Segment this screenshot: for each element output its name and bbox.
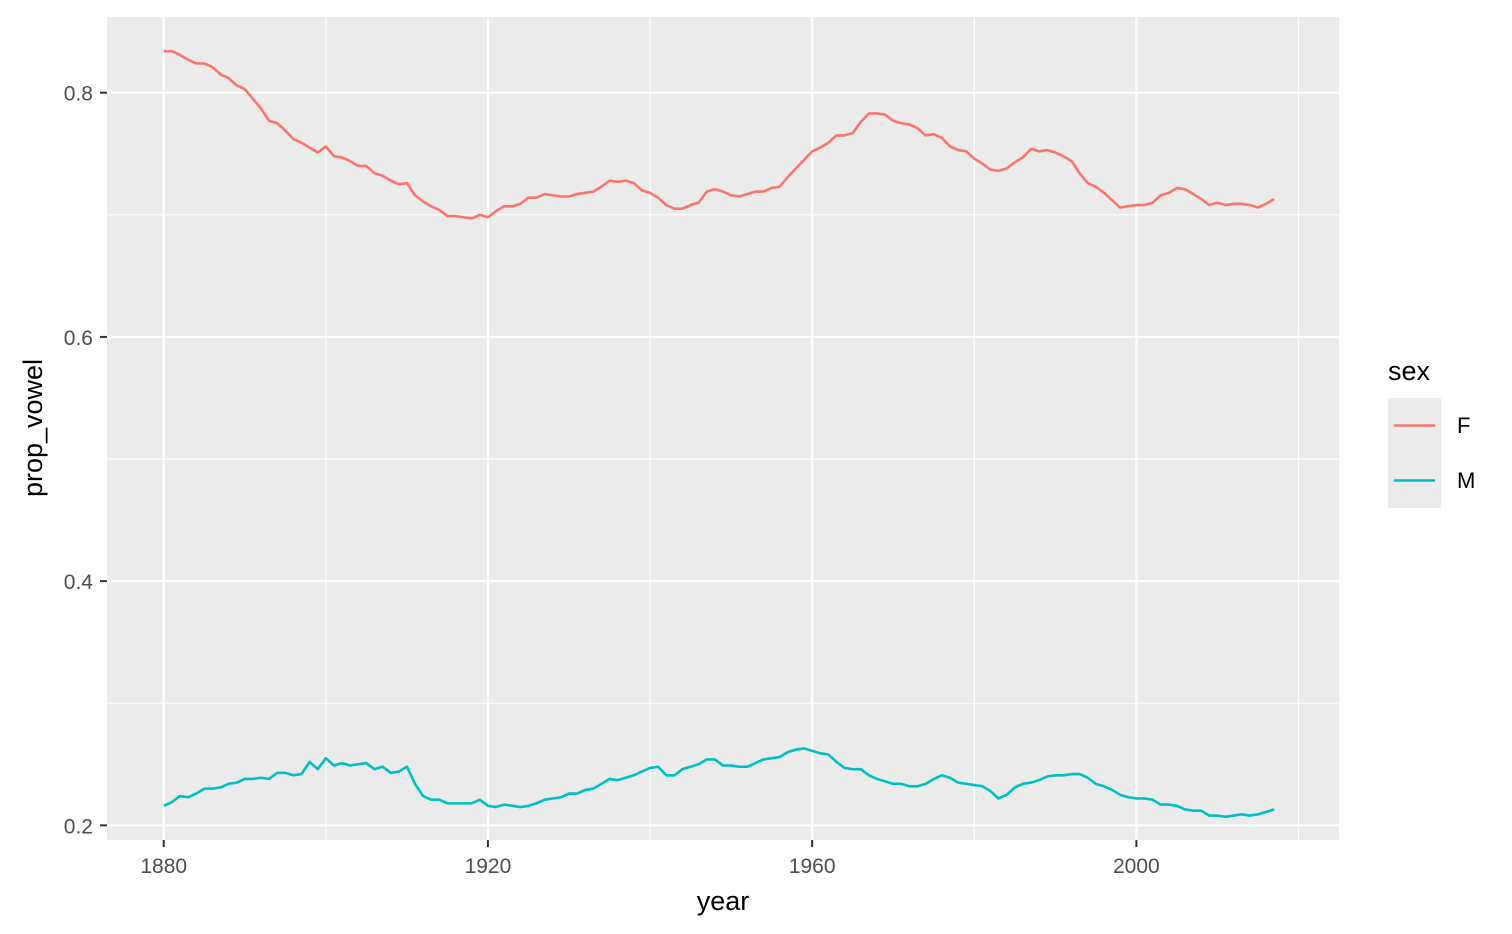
series-line-M [163,747,1275,819]
y-tick-label: 0.8 [64,83,93,106]
x-tick-label: 1880 [140,855,187,878]
legend-label-F: F [1457,413,1470,438]
y-tick-label: 0.2 [64,815,93,838]
minor-gridlines [107,17,1339,840]
series-line-F [163,49,1275,220]
y-tick-label: 0.4 [64,571,94,594]
legend-title: sex [1388,356,1431,386]
legend-label-M: M [1457,468,1475,493]
y-axis: 0.2 0.4 0.6 0.8 [64,83,107,838]
plot-panel [107,17,1339,840]
y-axis-title: prop_vowel [18,359,48,497]
legend: sex FM [1388,356,1475,508]
x-tick-label: 1960 [789,855,836,878]
x-axis-title: year [697,886,750,916]
x-tick-label: 2000 [1113,855,1160,878]
major-gridlines [107,17,1339,840]
x-tick-label: 1920 [465,855,512,878]
legend-keys: FM [1388,398,1475,508]
x-axis: 1880 1920 1960 2000 [140,840,1160,878]
y-tick-label: 0.6 [64,327,93,350]
series-lines [163,49,1275,819]
